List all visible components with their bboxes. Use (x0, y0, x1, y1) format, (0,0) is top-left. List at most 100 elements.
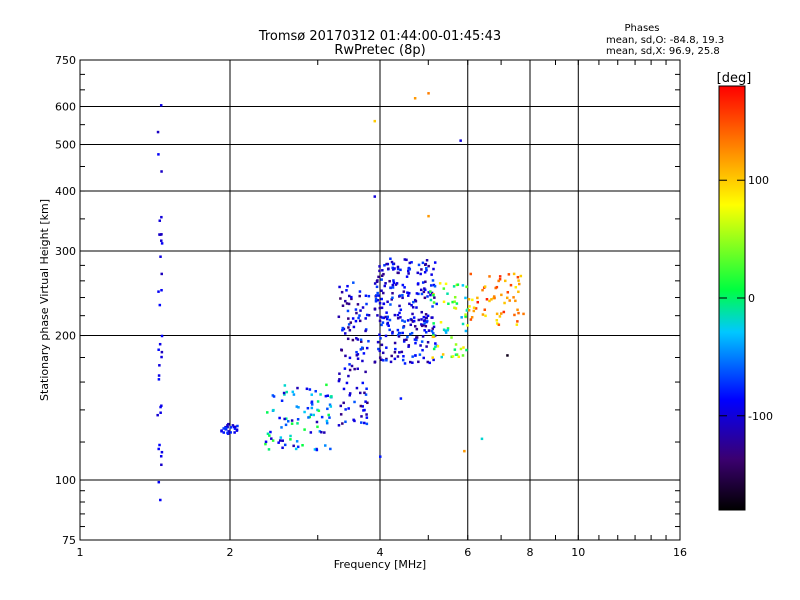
data-point (309, 431, 313, 434)
data-point (433, 296, 436, 299)
data-point (493, 296, 496, 300)
data-point (292, 393, 296, 396)
data-point (376, 291, 379, 295)
y-tick-label: 750 (55, 54, 76, 67)
data-point (384, 334, 388, 338)
data-point (385, 359, 388, 362)
data-point (407, 344, 411, 347)
data-point (375, 285, 379, 289)
data-point (447, 302, 450, 306)
data-point (358, 319, 362, 323)
data-point (422, 315, 426, 319)
data-point (407, 272, 410, 275)
data-point (383, 284, 387, 288)
data-point (160, 272, 163, 276)
data-point (159, 498, 162, 502)
data-point (380, 278, 383, 281)
data-point (157, 480, 161, 484)
colorbar-tick-label: 100 (748, 174, 769, 187)
data-point (236, 424, 239, 428)
data-point (352, 281, 355, 284)
data-point (379, 315, 382, 319)
data-point (410, 261, 413, 264)
data-point (394, 283, 398, 286)
data-point (360, 340, 363, 343)
data-point (392, 268, 395, 271)
data-point (419, 272, 422, 276)
data-point (361, 381, 365, 385)
data-point (425, 345, 428, 348)
data-point (358, 391, 362, 395)
data-point (453, 306, 456, 310)
data-point (266, 411, 269, 414)
data-point (339, 413, 343, 416)
data-point (472, 306, 476, 309)
data-point (414, 354, 417, 357)
data-point (403, 286, 406, 289)
data-point (424, 316, 428, 320)
data-point (160, 404, 163, 407)
data-point (222, 431, 226, 434)
x-tick-label: 2 (227, 546, 234, 559)
data-point (415, 327, 419, 331)
data-point (360, 421, 363, 424)
data-point (342, 387, 346, 391)
data-point (480, 437, 484, 441)
data-point (159, 455, 163, 458)
data-point (432, 358, 435, 362)
data-point (341, 326, 345, 330)
y-tick-label: 300 (55, 245, 76, 258)
data-point (427, 291, 430, 294)
data-point (367, 339, 370, 343)
data-point (427, 329, 431, 332)
data-point (413, 97, 417, 100)
stats-heading: Phases (624, 23, 659, 34)
data-point (396, 317, 400, 320)
data-point (427, 264, 430, 268)
data-point (429, 284, 433, 287)
data-point (421, 335, 425, 338)
data-point (329, 405, 333, 408)
data-point (345, 302, 349, 305)
data-point (227, 422, 230, 426)
data-point (355, 386, 359, 390)
data-point (422, 356, 425, 360)
data-point (277, 441, 280, 444)
data-point (398, 351, 401, 354)
stats-o-line: mean, sd,O: -84.8, 19.3 (606, 35, 724, 46)
data-point (398, 331, 402, 335)
data-point (415, 336, 418, 339)
data-point (466, 324, 469, 327)
data-point (399, 397, 403, 400)
data-point (516, 308, 519, 312)
data-point (278, 439, 282, 442)
data-point (417, 318, 421, 322)
y-tick-label: 500 (55, 139, 76, 152)
data-point (355, 350, 358, 354)
data-point (397, 335, 401, 338)
data-point (406, 291, 409, 294)
data-point (498, 275, 502, 278)
data-point (406, 335, 409, 339)
x-tick-label: 16 (673, 546, 687, 559)
data-point (393, 341, 397, 345)
data-point (414, 341, 417, 345)
data-point (411, 361, 414, 364)
data-point (338, 285, 341, 289)
data-point (407, 294, 410, 297)
data-point (405, 258, 408, 262)
data-point (453, 300, 456, 303)
data-point (424, 280, 427, 284)
x-tick-label: 1 (77, 546, 84, 559)
data-point (356, 338, 360, 341)
data-point (419, 344, 422, 347)
y-tick-label: 100 (55, 474, 76, 487)
data-point (465, 348, 468, 352)
data-point (419, 288, 423, 292)
data-point (417, 292, 420, 296)
data-point (283, 384, 287, 387)
data-point (517, 290, 520, 294)
data-point (346, 309, 350, 313)
data-point (398, 304, 401, 308)
data-point (353, 367, 356, 371)
